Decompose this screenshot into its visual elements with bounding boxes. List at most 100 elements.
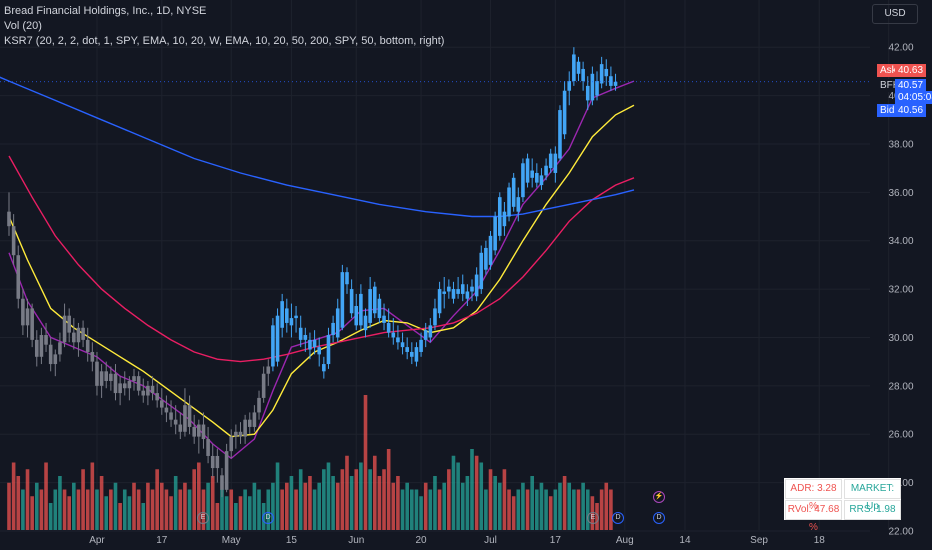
candle-body bbox=[146, 385, 150, 396]
candle-body bbox=[34, 339, 39, 357]
candle-body bbox=[530, 170, 534, 178]
candle-body bbox=[183, 405, 187, 432]
volume-bar bbox=[285, 482, 289, 530]
candle-body bbox=[497, 197, 502, 236]
volume-bar bbox=[382, 469, 386, 530]
dividend-marker-1[interactable]: D bbox=[262, 512, 274, 524]
volume-bar bbox=[48, 503, 53, 530]
candle-body bbox=[90, 351, 95, 362]
volume-bar bbox=[456, 462, 460, 530]
volume-bar bbox=[275, 462, 280, 530]
volume-bar bbox=[377, 476, 382, 530]
volume-bar bbox=[257, 489, 261, 530]
candle-body bbox=[16, 255, 21, 299]
volume-bar bbox=[122, 489, 127, 530]
candle-body bbox=[229, 436, 234, 452]
volume-bar bbox=[164, 489, 169, 530]
candle-body bbox=[289, 318, 294, 326]
dividend-marker-2[interactable]: D bbox=[612, 512, 624, 524]
volume-bar bbox=[44, 462, 48, 530]
volume-bar bbox=[465, 476, 470, 530]
candle-body bbox=[451, 289, 456, 299]
volume-bar bbox=[90, 462, 95, 530]
volume-bar bbox=[266, 489, 271, 530]
volume-bar bbox=[308, 476, 312, 530]
candle-body bbox=[58, 342, 62, 355]
candle-body bbox=[613, 81, 618, 86]
volume-bar bbox=[567, 482, 572, 530]
adr-stat: ADR: 3.28 % bbox=[785, 479, 842, 512]
candle-body bbox=[460, 284, 465, 294]
candle-body bbox=[525, 158, 530, 183]
volume-bar bbox=[141, 503, 146, 530]
candle-body bbox=[261, 373, 266, 398]
volume-bar bbox=[423, 482, 428, 530]
candle-body bbox=[44, 335, 48, 345]
dividend-marker-3[interactable]: D bbox=[653, 512, 665, 524]
earnings-marker-2[interactable]: E bbox=[587, 512, 599, 524]
candle-body bbox=[210, 455, 215, 469]
candle-body bbox=[433, 308, 437, 326]
volume-bar bbox=[294, 489, 298, 530]
volume-bar bbox=[247, 496, 252, 530]
stats-table: ADR: 3.28 % MARKET: Up RVol: 47.68 % RRS… bbox=[784, 478, 901, 533]
rrs-stat: RRS: 1.98 bbox=[844, 500, 901, 520]
candle-body bbox=[502, 211, 507, 227]
x-tick-label: 15 bbox=[286, 535, 298, 546]
candle-body bbox=[271, 325, 275, 367]
volume-bar bbox=[572, 489, 576, 530]
candle-body bbox=[553, 153, 558, 173]
x-tick-label: Apr bbox=[89, 535, 105, 546]
y-tick-label: 26.00 bbox=[888, 430, 913, 441]
candle-body bbox=[368, 289, 372, 323]
volume-bar bbox=[386, 449, 391, 530]
volume-bar bbox=[183, 482, 187, 530]
volume-bar bbox=[437, 489, 442, 530]
candle-body bbox=[76, 327, 81, 343]
candle-body bbox=[220, 475, 224, 490]
x-tick-label: Jun bbox=[348, 535, 364, 546]
candle-body bbox=[442, 291, 447, 294]
volume-bar bbox=[62, 489, 67, 530]
candle-body bbox=[511, 177, 516, 207]
candle-body bbox=[243, 419, 247, 437]
candle-body bbox=[377, 298, 382, 319]
volume-bar bbox=[502, 469, 507, 530]
y-tick-label: 24.00 bbox=[888, 478, 913, 489]
volume-bar bbox=[298, 469, 303, 530]
candle-body bbox=[67, 315, 71, 333]
candle-body bbox=[599, 64, 604, 84]
volume-bar bbox=[493, 476, 497, 530]
ask-label: Ask bbox=[877, 64, 900, 77]
candle-body bbox=[298, 327, 303, 340]
candle-body bbox=[345, 272, 349, 285]
candle-body bbox=[437, 289, 442, 314]
split-icon[interactable]: ⚡ bbox=[653, 491, 665, 503]
currency-selector[interactable]: USD bbox=[872, 4, 918, 24]
earnings-marker-1[interactable]: E bbox=[197, 512, 209, 524]
candle-body bbox=[155, 393, 159, 401]
candle-body bbox=[72, 332, 76, 343]
candle-body bbox=[7, 211, 11, 227]
candle-body bbox=[215, 455, 220, 469]
volume-bar bbox=[507, 489, 511, 530]
candle-body bbox=[257, 397, 261, 413]
candle-body bbox=[150, 385, 155, 394]
candle-body bbox=[581, 68, 585, 82]
candle-body bbox=[122, 383, 127, 389]
volume-bar bbox=[410, 489, 414, 530]
volume-bar bbox=[535, 489, 539, 530]
candle-body bbox=[363, 315, 368, 331]
candle-body bbox=[354, 306, 359, 326]
volume-bar bbox=[428, 489, 433, 530]
market-stat: MARKET: Up bbox=[844, 479, 901, 512]
indicator-legend: KSR7 (20, 2, 2, dot, 1, SPY, EMA, 10, 20… bbox=[4, 35, 445, 47]
volume-bar bbox=[451, 455, 456, 530]
candle-body bbox=[85, 339, 90, 352]
candle-body bbox=[39, 335, 44, 357]
candle-body bbox=[585, 85, 590, 101]
volume-bar bbox=[558, 482, 562, 530]
candle-body bbox=[535, 172, 539, 183]
x-tick-label: May bbox=[222, 535, 241, 546]
